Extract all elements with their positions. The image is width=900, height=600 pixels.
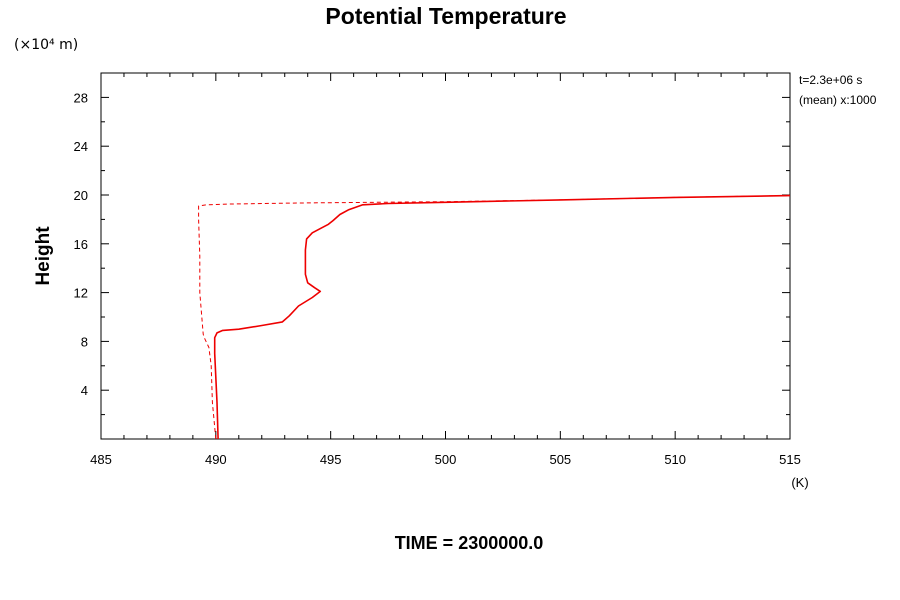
y-tick-label: 24 bbox=[74, 139, 88, 154]
time-annotation: t=2.3e+06 s bbox=[799, 73, 862, 87]
x-tick-label: 485 bbox=[90, 452, 112, 467]
time-footer: TIME = 2300000.0 bbox=[395, 533, 544, 553]
y-axis-unit: (×10⁴ m) bbox=[14, 37, 78, 53]
series-layer bbox=[198, 194, 790, 439]
x-tick-label: 500 bbox=[435, 452, 457, 467]
y-tick-label: 28 bbox=[74, 90, 88, 105]
x-tick-label: 490 bbox=[205, 452, 227, 467]
series-line-solid bbox=[213, 194, 790, 439]
series-line-dashed bbox=[198, 195, 790, 439]
x-tick-label: 505 bbox=[549, 452, 571, 467]
plot-frame bbox=[100, 72, 791, 440]
mean-annotation: (mean) x:1000 bbox=[799, 93, 877, 107]
y-tick-label: 12 bbox=[74, 286, 88, 301]
x-tick-label: 510 bbox=[664, 452, 686, 467]
axis-ticks bbox=[100, 73, 791, 439]
chart-title: Potential Temperature bbox=[325, 3, 566, 29]
y-tick-label: 4 bbox=[81, 383, 88, 398]
y-tick-label: 20 bbox=[74, 188, 88, 203]
y-axis-title: Height bbox=[33, 226, 54, 286]
y-tick-label: 16 bbox=[74, 237, 88, 252]
y-tick-label: 8 bbox=[81, 334, 88, 349]
axis-tick-labels: 485 490 495 500 505 510 515 4 8 12 16 20 24 28 bbox=[74, 90, 801, 467]
x-axis-unit: (K) bbox=[791, 475, 808, 490]
x-tick-label: 495 bbox=[320, 452, 342, 467]
x-tick-label: 515 bbox=[779, 452, 801, 467]
